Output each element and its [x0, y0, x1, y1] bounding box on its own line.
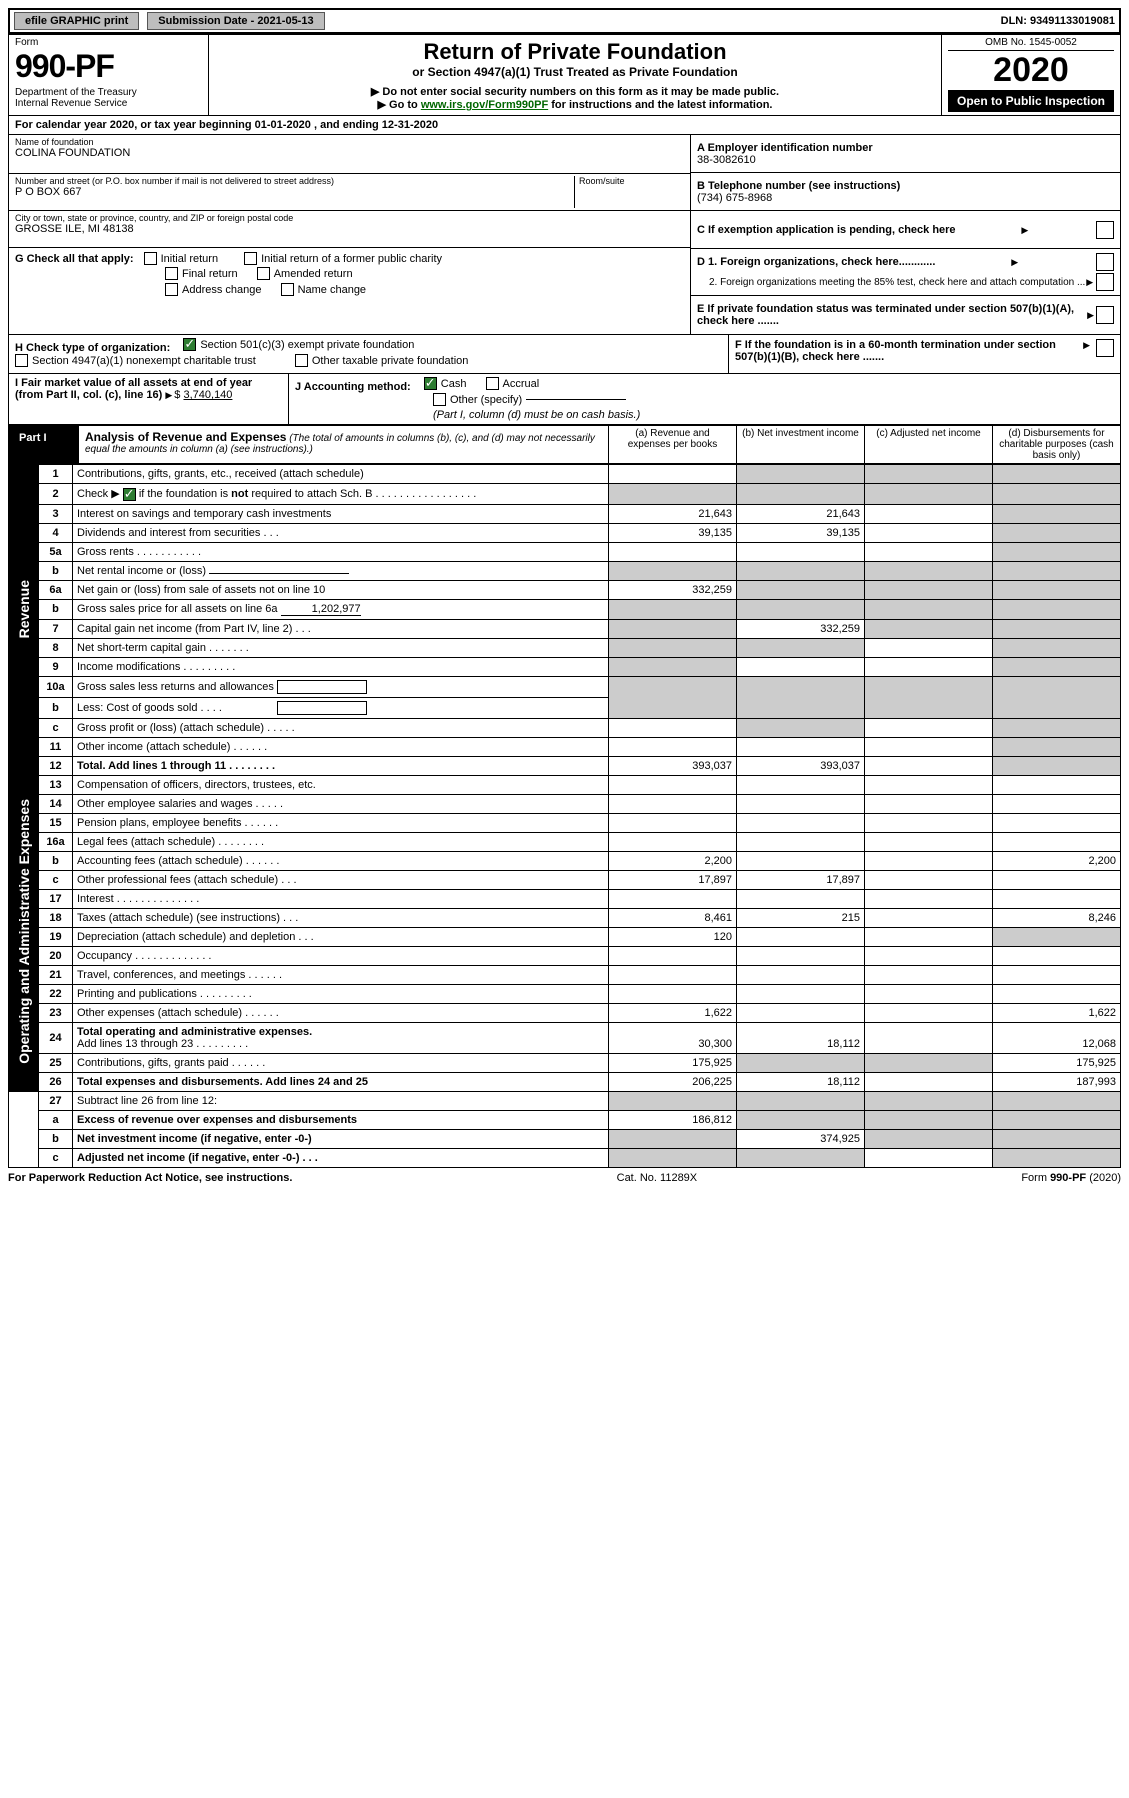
foundation-name: COLINA FOUNDATION	[15, 147, 684, 159]
d1-label: D 1. Foreign organizations, check here..…	[697, 256, 935, 268]
chk-d2[interactable]	[1096, 273, 1114, 291]
h-label: H Check type of organization:	[15, 342, 170, 354]
name-label: Name of foundation	[15, 137, 684, 147]
city-label: City or town, state or province, country…	[15, 213, 684, 223]
chk-e[interactable]	[1096, 306, 1114, 324]
fmv: 3,740,140	[183, 389, 232, 401]
tel-label: B Telephone number (see instructions)	[697, 180, 900, 192]
addr-label: Number and street (or P.O. box number if…	[15, 176, 574, 186]
form-header: Form 990-PF Department of the Treasury I…	[8, 34, 1121, 116]
chk-final[interactable]	[165, 267, 178, 280]
submission-date-btn[interactable]: Submission Date - 2021-05-13	[147, 12, 324, 30]
chk-501c3[interactable]	[183, 338, 196, 351]
identification-section: Name of foundation COLINA FOUNDATION Num…	[8, 135, 1121, 335]
col-a-hdr: (a) Revenue and expenses per books	[608, 426, 736, 463]
instructions-link[interactable]: www.irs.gov/Form990PF	[421, 99, 548, 111]
j-label: J Accounting method:	[295, 381, 411, 393]
address: P O BOX 667	[15, 186, 574, 198]
ein-label: A Employer identification number	[697, 142, 873, 154]
open-public: Open to Public Inspection	[948, 90, 1114, 112]
j-note: (Part I, column (d) must be on cash basi…	[433, 409, 1114, 421]
dln: DLN: 93491133019081	[1001, 15, 1115, 27]
efile-btn[interactable]: efile GRAPHIC print	[14, 12, 139, 30]
g-label: G Check all that apply:	[15, 253, 134, 265]
chk-amended[interactable]	[257, 267, 270, 280]
chk-cash[interactable]	[424, 377, 437, 390]
form-ref: Form 990-PF (2020)	[1021, 1172, 1121, 1184]
omb: OMB No. 1545-0052	[948, 37, 1114, 51]
tax-year: 2020	[948, 51, 1114, 90]
h-section: H Check type of organization: Section 50…	[8, 335, 1121, 374]
c-label: C If exemption application is pending, c…	[697, 224, 956, 236]
dept: Department of the Treasury Internal Reve…	[15, 87, 202, 109]
col-c-hdr: (c) Adjusted net income	[864, 426, 992, 463]
chk-schb[interactable]	[123, 488, 136, 501]
f-label: F If the foundation is in a 60-month ter…	[735, 339, 1056, 363]
col-d-hdr: (d) Disbursements for charitable purpose…	[992, 426, 1120, 463]
chk-accrual[interactable]	[486, 377, 499, 390]
chk-4947[interactable]	[15, 354, 28, 367]
chk-other-method[interactable]	[433, 393, 446, 406]
calendar-year-line: For calendar year 2020, or tax year begi…	[8, 116, 1121, 135]
chk-d1[interactable]	[1096, 253, 1114, 271]
chk-initial[interactable]	[144, 252, 157, 265]
part1-label: Part I	[9, 426, 79, 463]
form-number: 990-PF	[15, 48, 202, 85]
d2-label: 2. Foreign organizations meeting the 85%…	[697, 277, 1085, 288]
chk-f[interactable]	[1096, 339, 1114, 357]
part1-table: Revenue 1Contributions, gifts, grants, e…	[8, 464, 1121, 1168]
chk-other-tax[interactable]	[295, 354, 308, 367]
pra-notice: For Paperwork Reduction Act Notice, see …	[8, 1172, 292, 1184]
ein: 38-3082610	[697, 154, 873, 166]
room-label: Room/suite	[574, 176, 684, 208]
form-subtitle: or Section 4947(a)(1) Trust Treated as P…	[215, 65, 935, 79]
note1: ▶ Do not enter social security numbers o…	[215, 85, 935, 98]
top-bar: efile GRAPHIC print Submission Date - 20…	[8, 8, 1121, 34]
form-label: Form	[15, 37, 202, 48]
city: GROSSE ILE, MI 48138	[15, 223, 684, 235]
chk-c[interactable]	[1096, 221, 1114, 239]
page-footer: For Paperwork Reduction Act Notice, see …	[8, 1168, 1121, 1188]
telephone: (734) 675-8968	[697, 192, 900, 204]
ij-section: I Fair market value of all assets at end…	[8, 374, 1121, 425]
chk-initial-former[interactable]	[244, 252, 257, 265]
cat-no: Cat. No. 11289X	[617, 1172, 698, 1184]
chk-addr-change[interactable]	[165, 283, 178, 296]
part1-header: Part I Analysis of Revenue and Expenses …	[8, 425, 1121, 464]
col-b-hdr: (b) Net investment income	[736, 426, 864, 463]
e-label: E If private foundation status was termi…	[697, 303, 1087, 327]
form-title: Return of Private Foundation	[215, 39, 935, 65]
note2: ▶ Go to www.irs.gov/Form990PF for instru…	[215, 98, 935, 111]
chk-name-change[interactable]	[281, 283, 294, 296]
